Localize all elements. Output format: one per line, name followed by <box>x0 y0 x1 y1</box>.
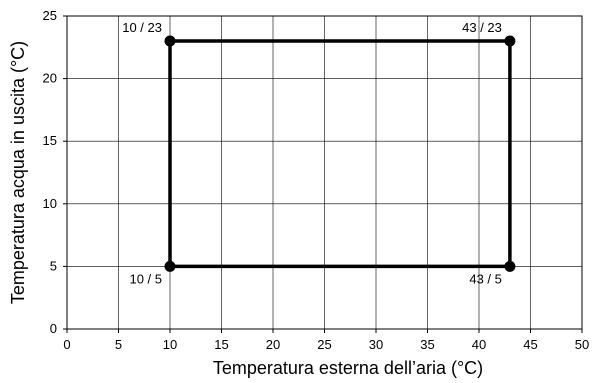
y-tick-label: 10 <box>43 196 57 211</box>
x-tick-label: 35 <box>420 337 434 352</box>
series-layer <box>164 35 516 272</box>
y-tick-label: 0 <box>50 321 57 336</box>
point-label: 43 / 23 <box>462 20 502 35</box>
x-tick-label: 10 <box>163 337 177 352</box>
x-tick-label: 30 <box>369 337 383 352</box>
x-tick-label: 50 <box>575 337 589 352</box>
x-tick-label: 15 <box>214 337 228 352</box>
point-label: 10 / 23 <box>122 20 162 35</box>
x-tick-labels: 0 5 10 15 20 25 30 35 40 45 50 <box>63 329 589 352</box>
x-tick-label: 25 <box>317 337 331 352</box>
x-tick-label: 0 <box>63 337 70 352</box>
data-point <box>504 260 516 272</box>
y-tick-labels: 0 5 10 15 20 25 <box>43 8 67 336</box>
point-label: 10 / 5 <box>129 271 162 286</box>
x-tick-label: 40 <box>472 337 486 352</box>
y-tick-label: 5 <box>50 258 57 273</box>
data-point <box>164 260 176 272</box>
y-tick-label: 20 <box>43 71 57 86</box>
x-axis-title: Temperatura esterna dell’aria (°C) <box>213 358 483 378</box>
x-tick-label: 5 <box>115 337 122 352</box>
data-point <box>164 35 176 47</box>
series-line <box>168 39 512 269</box>
annotation-layer: 10 / 23 43 / 23 10 / 5 43 / 5 <box>122 20 502 286</box>
x-tick-label: 45 <box>523 337 537 352</box>
y-tick-label: 25 <box>43 8 57 23</box>
data-point <box>504 35 516 47</box>
x-tick-label: 20 <box>266 337 280 352</box>
y-tick-label: 15 <box>43 133 57 148</box>
point-label: 43 / 5 <box>469 271 502 286</box>
y-axis-title: Temperatura acqua in uscita (°C) <box>8 41 28 304</box>
